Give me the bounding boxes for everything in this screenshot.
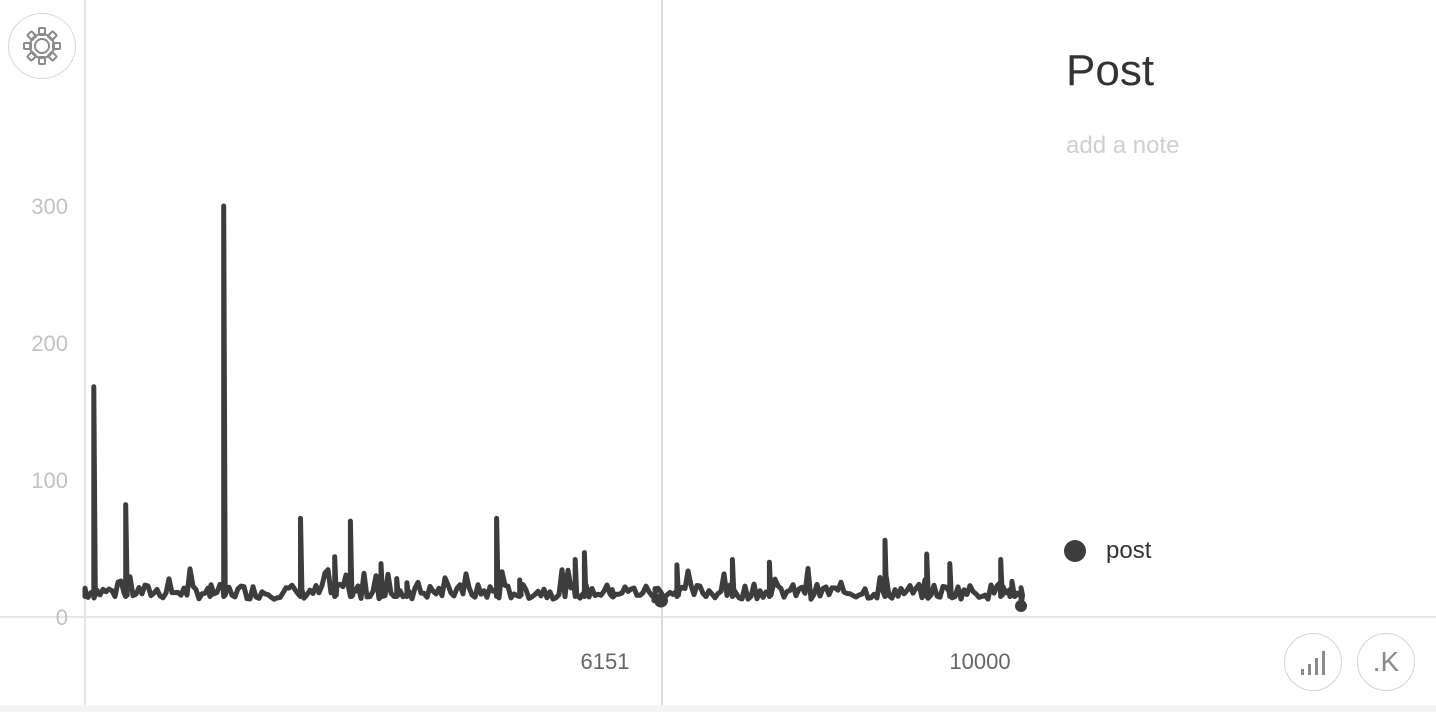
y-axis-ticks: 0 100 200 300 [31, 194, 68, 630]
y-tick-label-300: 300 [31, 194, 68, 219]
chart-title: Post [1066, 46, 1155, 95]
legend-item-post[interactable]: post [1064, 537, 1151, 565]
x-tick-label-6151: 6151 [581, 649, 630, 674]
bottom-strip [0, 705, 1436, 712]
number-format-label: .K [1372, 646, 1400, 677]
side-panel: Post add a note post [1064, 0, 1426, 700]
add-note-field[interactable]: add a note [1066, 132, 1180, 159]
legend-label: post [1106, 537, 1152, 564]
legend-swatch [1064, 540, 1086, 562]
gear-icon [23, 27, 61, 65]
series-end-point [1015, 600, 1027, 613]
settings-button[interactable] [8, 13, 76, 79]
chart-type-button[interactable] [1284, 633, 1342, 691]
y-tick-label-0: 0 [56, 605, 68, 630]
x-tick-label-10000: 10000 [949, 649, 1010, 674]
series-line-post [82, 203, 1025, 609]
y-tick-label-200: 200 [31, 331, 68, 356]
cursor-point-post [654, 593, 668, 608]
y-tick-label-100: 100 [31, 468, 68, 493]
bar-chart-icon [1301, 651, 1325, 675]
number-format-button[interactable]: .K [1357, 633, 1415, 691]
x-axis-ticks: 6151 10000 [581, 649, 1011, 674]
